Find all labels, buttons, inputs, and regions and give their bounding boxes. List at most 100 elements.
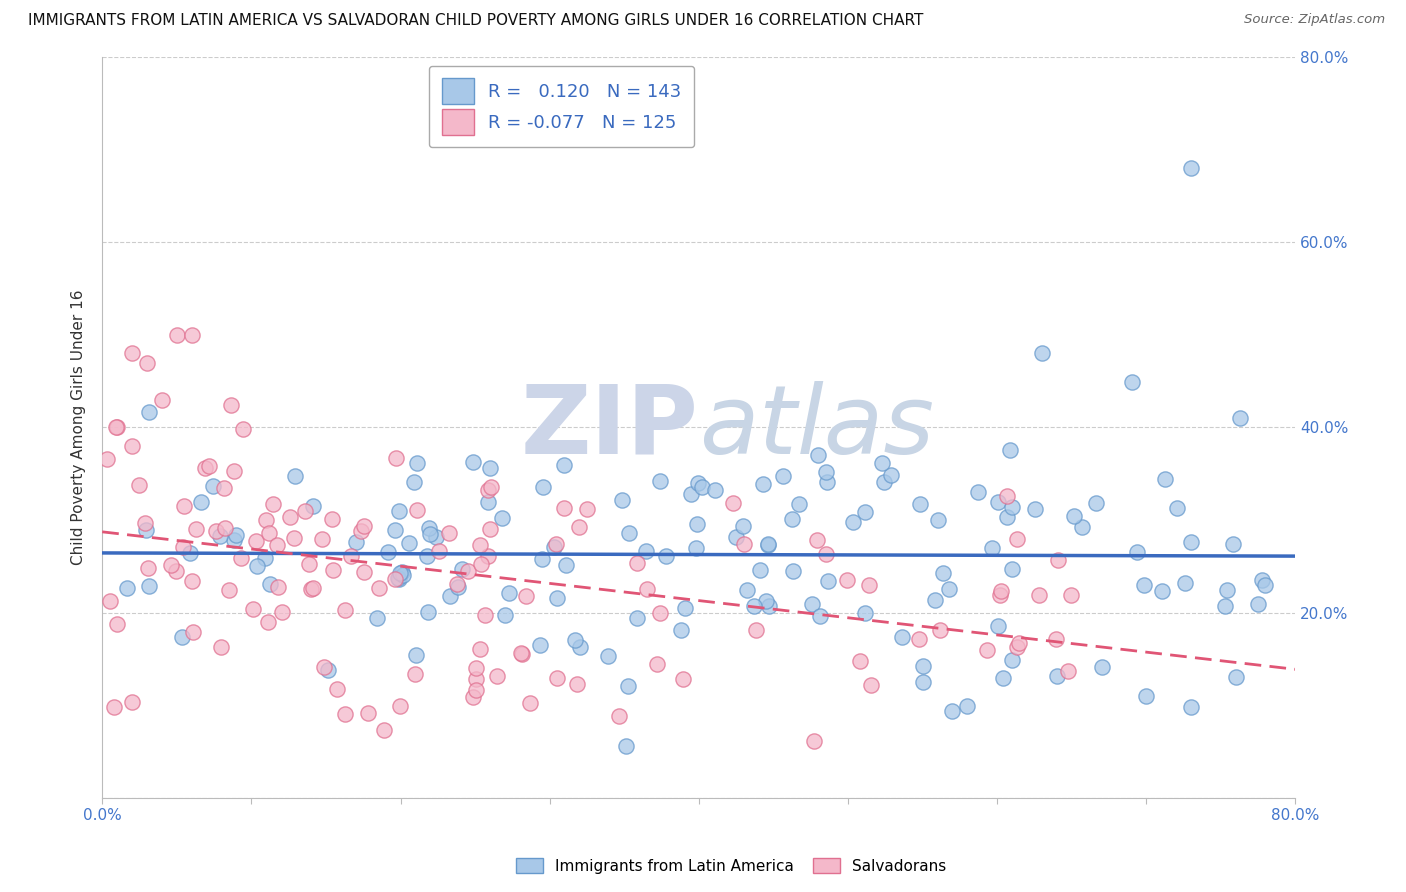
- Point: [214, 521, 236, 535]
- Point: [1005, 640, 1028, 654]
- Point: [350, 524, 373, 538]
- Point: [1024, 502, 1046, 516]
- Point: [990, 583, 1012, 598]
- Point: [988, 588, 1011, 602]
- Point: [932, 566, 955, 581]
- Point: [463, 690, 485, 704]
- Point: [391, 566, 413, 580]
- Point: [997, 489, 1019, 503]
- Point: [645, 657, 668, 671]
- Point: [368, 581, 391, 595]
- Point: [976, 643, 998, 657]
- Point: [478, 460, 501, 475]
- Point: [121, 346, 143, 360]
- Point: [224, 464, 246, 478]
- Point: [205, 524, 228, 538]
- Point: [201, 479, 224, 493]
- Point: [298, 557, 321, 571]
- Point: [387, 571, 409, 585]
- Point: [837, 573, 859, 587]
- Point: [1063, 508, 1085, 523]
- Point: [464, 683, 486, 698]
- Point: [817, 574, 839, 589]
- Point: [1222, 537, 1244, 551]
- Point: [1254, 578, 1277, 592]
- Point: [477, 483, 499, 498]
- Point: [1001, 653, 1024, 667]
- Point: [257, 615, 280, 630]
- Point: [321, 511, 343, 525]
- Point: [912, 658, 935, 673]
- Point: [531, 480, 554, 494]
- Point: [891, 630, 914, 644]
- Point: [333, 706, 356, 721]
- Point: [575, 502, 598, 516]
- Point: [686, 476, 709, 491]
- Point: [173, 500, 195, 514]
- Point: [181, 574, 204, 588]
- Point: [121, 439, 143, 453]
- Point: [229, 551, 252, 566]
- Point: [135, 524, 157, 538]
- Point: [262, 498, 284, 512]
- Point: [388, 572, 411, 586]
- Point: [510, 647, 533, 661]
- Point: [742, 599, 765, 614]
- Point: [107, 617, 129, 632]
- Point: [437, 526, 460, 541]
- Point: [554, 558, 576, 572]
- Point: [1153, 472, 1175, 486]
- Point: [724, 530, 747, 544]
- Text: atlas: atlas: [699, 381, 934, 474]
- Point: [439, 589, 461, 603]
- Point: [1229, 410, 1251, 425]
- Point: [128, 478, 150, 492]
- Point: [299, 582, 322, 597]
- Point: [96, 451, 118, 466]
- Point: [995, 509, 1018, 524]
- Point: [340, 549, 363, 563]
- Point: [461, 455, 484, 469]
- Point: [270, 605, 292, 619]
- Point: [993, 671, 1015, 685]
- Point: [179, 546, 201, 560]
- Point: [981, 541, 1004, 556]
- Point: [1047, 552, 1070, 566]
- Point: [873, 475, 896, 490]
- Point: [745, 624, 768, 638]
- Point: [172, 540, 194, 554]
- Point: [673, 601, 696, 615]
- Point: [553, 500, 575, 515]
- Point: [418, 520, 440, 534]
- Point: [470, 557, 492, 571]
- Point: [457, 564, 479, 578]
- Point: [814, 466, 837, 480]
- Point: [384, 523, 406, 537]
- Point: [212, 481, 235, 495]
- Point: [283, 531, 305, 545]
- Point: [184, 522, 207, 536]
- Point: [181, 624, 204, 639]
- Point: [685, 541, 707, 556]
- Point: [800, 597, 823, 611]
- Point: [758, 536, 780, 550]
- Point: [160, 558, 183, 572]
- Point: [515, 589, 537, 603]
- Point: [388, 566, 411, 581]
- Point: [446, 576, 468, 591]
- Point: [121, 695, 143, 709]
- Point: [479, 522, 502, 536]
- Point: [553, 458, 575, 473]
- Point: [479, 480, 502, 494]
- Point: [704, 483, 727, 497]
- Point: [166, 327, 188, 342]
- Point: [416, 549, 439, 563]
- Point: [425, 530, 447, 544]
- Point: [530, 552, 553, 566]
- Point: [266, 538, 288, 552]
- Point: [543, 540, 565, 554]
- Point: [136, 355, 159, 369]
- Point: [384, 572, 406, 586]
- Point: [451, 562, 474, 576]
- Point: [731, 518, 754, 533]
